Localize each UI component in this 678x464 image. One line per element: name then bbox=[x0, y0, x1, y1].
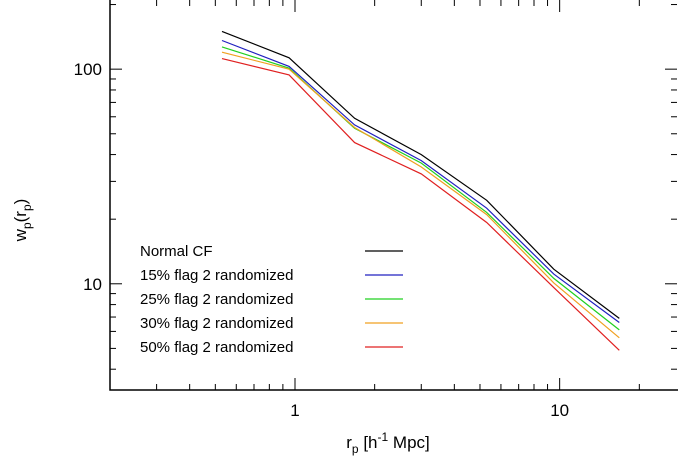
x-label-base: r bbox=[346, 433, 352, 452]
x-tick-label-1: 10 bbox=[550, 401, 569, 420]
x-label-sup: -1 bbox=[378, 430, 389, 444]
y-label-sub2: p bbox=[20, 204, 34, 211]
y-tick-label-1: 100 bbox=[74, 60, 102, 79]
series-line-0 bbox=[221, 30, 620, 319]
series-line-3 bbox=[221, 51, 620, 339]
plot-frame bbox=[109, 0, 678, 391]
legend-label-2: 25% flag 2 randomized bbox=[140, 291, 293, 308]
series-lines bbox=[221, 30, 620, 351]
series-line-4 bbox=[221, 58, 620, 351]
legend-label-1: 15% flag 2 randomized bbox=[140, 267, 293, 284]
x-tick-label-0: 1 bbox=[290, 401, 299, 420]
x-label-open: [h bbox=[359, 433, 378, 452]
series-line-2 bbox=[221, 46, 620, 331]
legend: Normal CF 15% flag 2 randomized 25% flag 2… bbox=[140, 243, 403, 356]
series-line-1 bbox=[221, 39, 620, 323]
y-label-sub1: p bbox=[20, 222, 34, 229]
legend-label-3: 30% flag 2 randomized bbox=[140, 315, 293, 332]
axis-ticks bbox=[109, 0, 677, 390]
tick-labels: 1 10 10 100 bbox=[74, 60, 569, 420]
y-tick-label-0: 10 bbox=[83, 275, 102, 294]
legend-label-0: Normal CF bbox=[140, 243, 213, 260]
y-label-close: ) bbox=[11, 199, 30, 205]
x-label-sub: p bbox=[352, 442, 359, 456]
x-axis-label: rp [h-1 Mpc] bbox=[346, 430, 430, 456]
legend-label-4: 50% flag 2 randomized bbox=[140, 339, 293, 356]
x-label-close: Mpc] bbox=[388, 433, 430, 452]
y-label-base: w bbox=[11, 228, 30, 242]
y-axis-label: wp(rp) bbox=[11, 199, 34, 243]
y-label-open: (r bbox=[11, 211, 30, 223]
